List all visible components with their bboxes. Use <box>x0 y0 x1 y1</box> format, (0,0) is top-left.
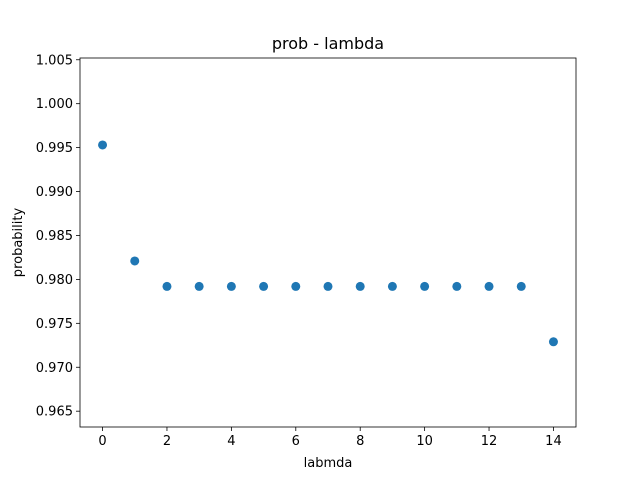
data-point <box>98 140 108 150</box>
y-tick-label: 0.985 <box>36 229 73 244</box>
y-tick-label: 0.995 <box>36 141 73 156</box>
y-tick-label: 0.975 <box>36 317 73 332</box>
y-tick-label: 0.970 <box>36 361 73 376</box>
data-point <box>323 281 333 291</box>
data-point <box>259 281 269 291</box>
y-tick-label: 0.990 <box>36 185 73 200</box>
data-point <box>452 281 462 291</box>
x-tick-label: 2 <box>163 434 171 449</box>
data-point <box>484 281 494 291</box>
data-point <box>162 281 172 291</box>
x-axis-label: labmda <box>304 456 353 471</box>
data-point <box>420 281 430 291</box>
y-axis-label: probability <box>11 208 26 278</box>
data-point <box>130 256 140 266</box>
plot-frame <box>79 57 577 428</box>
x-tick-label: 14 <box>545 434 562 449</box>
data-point <box>226 281 236 291</box>
y-tick-label: 1.000 <box>36 97 73 112</box>
y-tick-label: 0.980 <box>36 273 73 288</box>
x-tick-label: 4 <box>227 434 235 449</box>
x-tick-label: 0 <box>98 434 106 449</box>
x-tick-label: 12 <box>481 434 498 449</box>
chart-title: prob - lambda <box>272 34 384 53</box>
data-point <box>194 281 204 291</box>
x-tick-label: 6 <box>292 434 300 449</box>
data-points <box>98 140 558 347</box>
plot-area <box>80 58 576 427</box>
data-point <box>516 281 526 291</box>
data-point <box>548 337 558 347</box>
y-tick-label: 0.965 <box>36 405 73 420</box>
x-tick-label: 8 <box>356 434 364 449</box>
y-tick-label: 1.005 <box>36 53 73 68</box>
x-axis-ticks: 0 2 4 6 8 10 12 14 <box>98 427 562 449</box>
data-point <box>355 281 365 291</box>
data-point <box>387 281 397 291</box>
data-point <box>291 281 301 291</box>
y-axis-ticks: 0.965 0.970 0.975 0.980 0.985 0.990 0.995 1.000… <box>36 53 80 420</box>
x-tick-label: 10 <box>416 434 433 449</box>
